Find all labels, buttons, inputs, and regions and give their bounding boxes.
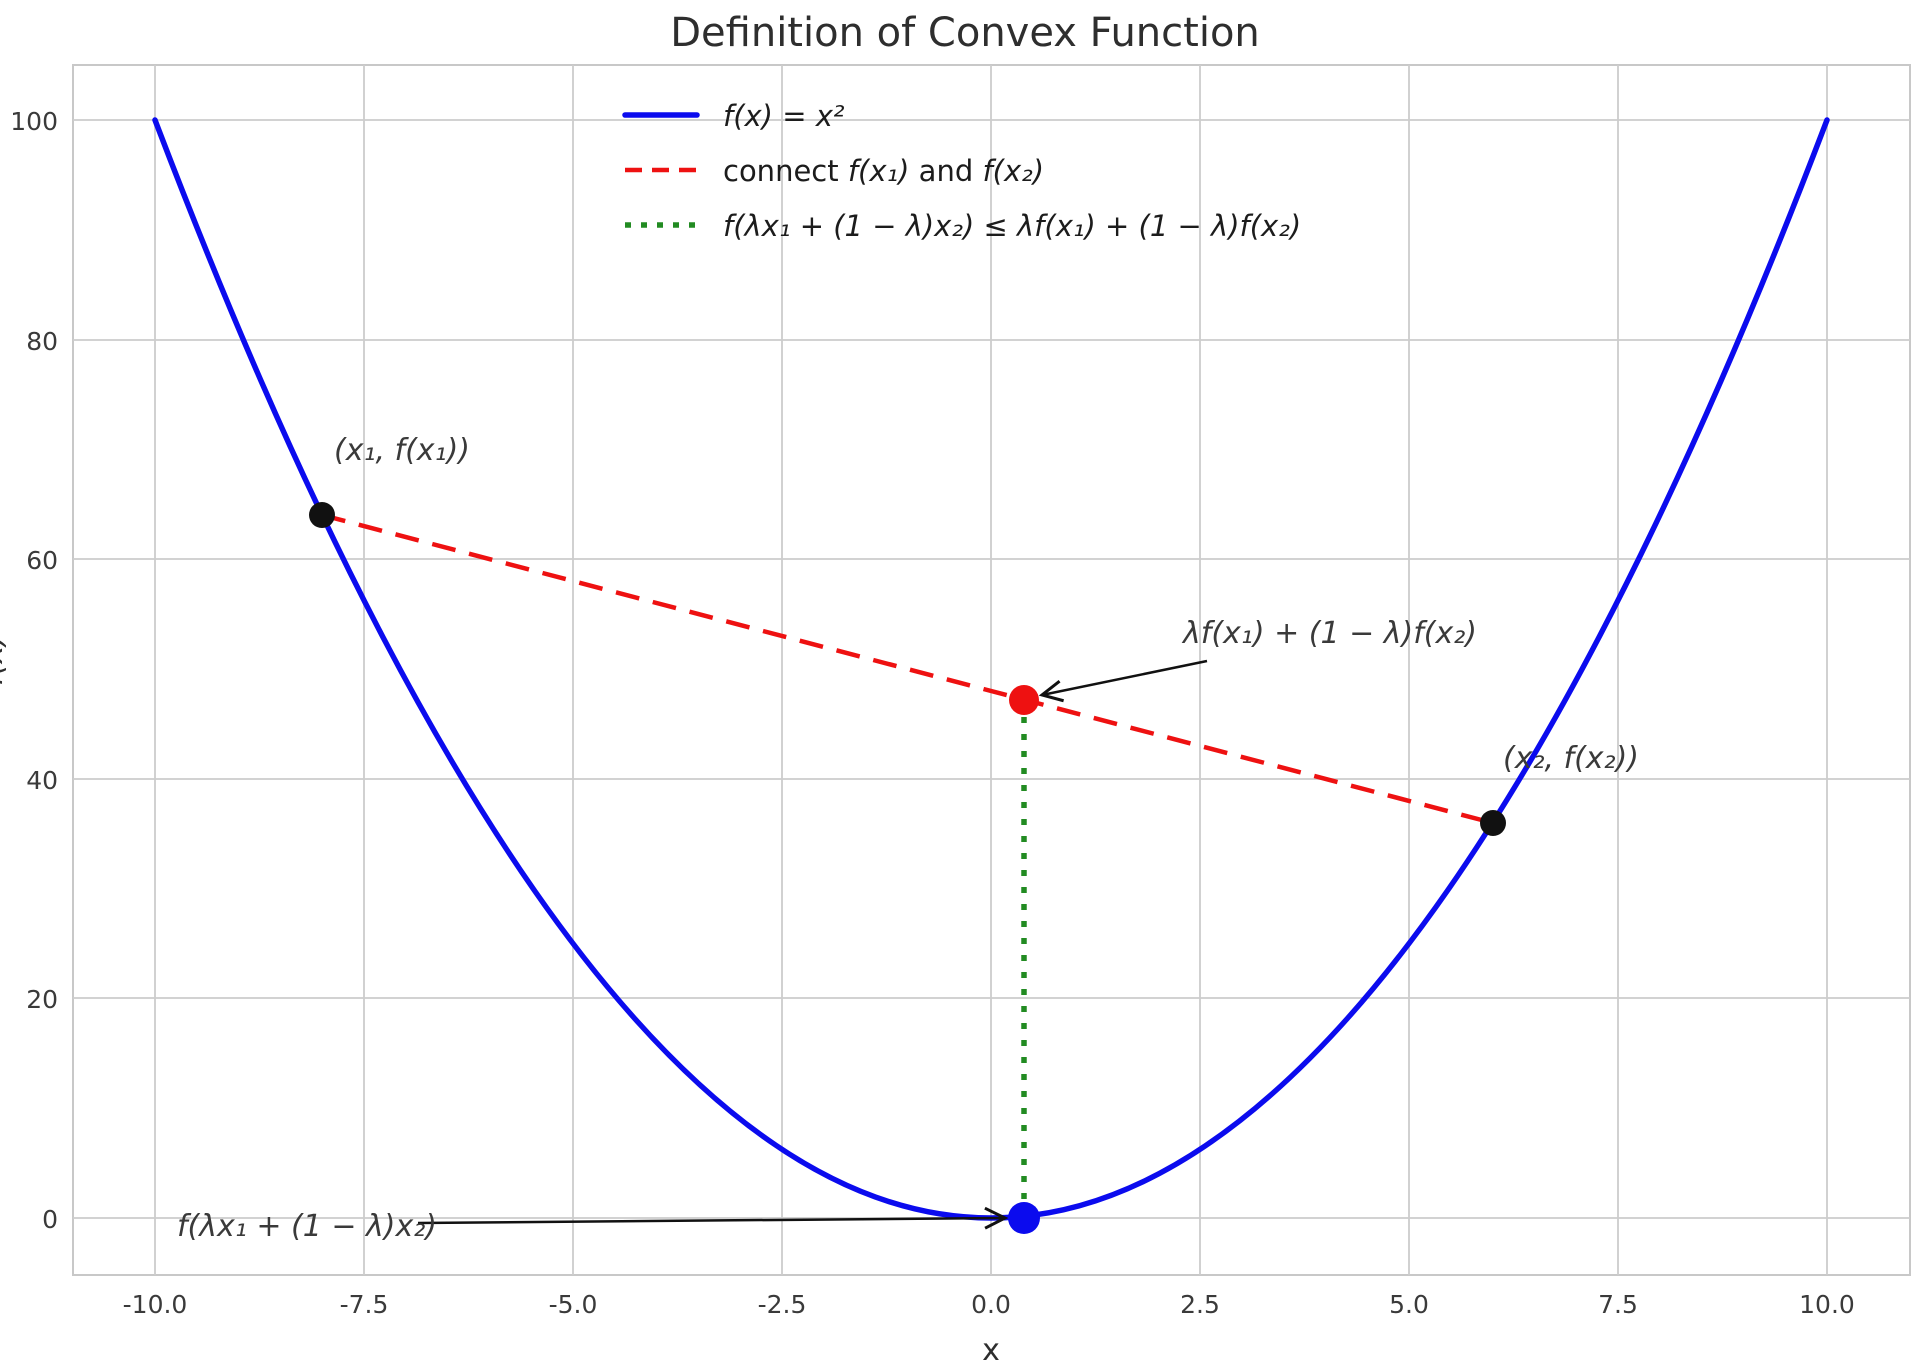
- x-tick: -7.5: [340, 1290, 389, 1319]
- y-tick: 20: [26, 985, 58, 1014]
- y-tick: 100: [10, 107, 58, 136]
- legend-label-inequality: f(λx₁ + (1 − λ)x₂) ≤ λf(x₁) + (1 − λ)f(x…: [723, 209, 1301, 243]
- y-tick: 0: [42, 1205, 58, 1234]
- label-point-x1: (x₁, f(x₁)): [334, 433, 470, 468]
- chart-title: Definition of Convex Function: [670, 10, 1260, 56]
- point-function-value: [1008, 1202, 1040, 1234]
- legend-label-connect: connect f(x₁) and f(x₂): [723, 154, 1044, 188]
- x-tick: 0.0: [971, 1290, 1011, 1319]
- x-tick: 2.5: [1180, 1290, 1220, 1319]
- x-axis-label: x: [982, 1333, 1000, 1368]
- x-tick-labels: -10.0 -7.5 -5.0 -2.5 0.0 2.5 5.0 7.5 10.…: [123, 1290, 1855, 1319]
- gridlines: [73, 65, 1910, 1275]
- y-tick-labels: 100 80 60 40 20 0: [10, 107, 58, 1234]
- label-function-value: f(λx₁ + (1 − λ)x₂): [177, 1209, 437, 1244]
- x-tick: 5.0: [1389, 1290, 1429, 1319]
- x-tick: -2.5: [758, 1290, 807, 1319]
- arrow-to-curve-point: [417, 1206, 1009, 1230]
- legend: f(x) = x² connect f(x₁) and f(x₂) f(λx₁ …: [622, 99, 1301, 243]
- point-x1: [309, 502, 335, 528]
- y-tick: 40: [26, 766, 58, 795]
- secant-line: [321, 512, 1494, 826]
- x-tick: 10.0: [1799, 1290, 1855, 1319]
- x-tick: 7.5: [1598, 1290, 1638, 1319]
- y-tick: 60: [26, 546, 58, 575]
- y-axis-label: f(x): [0, 634, 10, 686]
- x-tick: -5.0: [549, 1290, 598, 1319]
- label-point-x2: (x₂, f(x₂)): [1503, 741, 1639, 776]
- x-tick: -10.0: [123, 1290, 188, 1319]
- y-tick: 80: [26, 327, 58, 356]
- label-chord-value: λf(x₁) + (1 − λ)f(x₂): [1181, 616, 1477, 651]
- arrow-to-chord-point: [1038, 659, 1208, 703]
- point-chord-value: [1009, 685, 1039, 715]
- legend-label-fx: f(x) = x²: [723, 99, 845, 133]
- point-x2: [1480, 810, 1506, 836]
